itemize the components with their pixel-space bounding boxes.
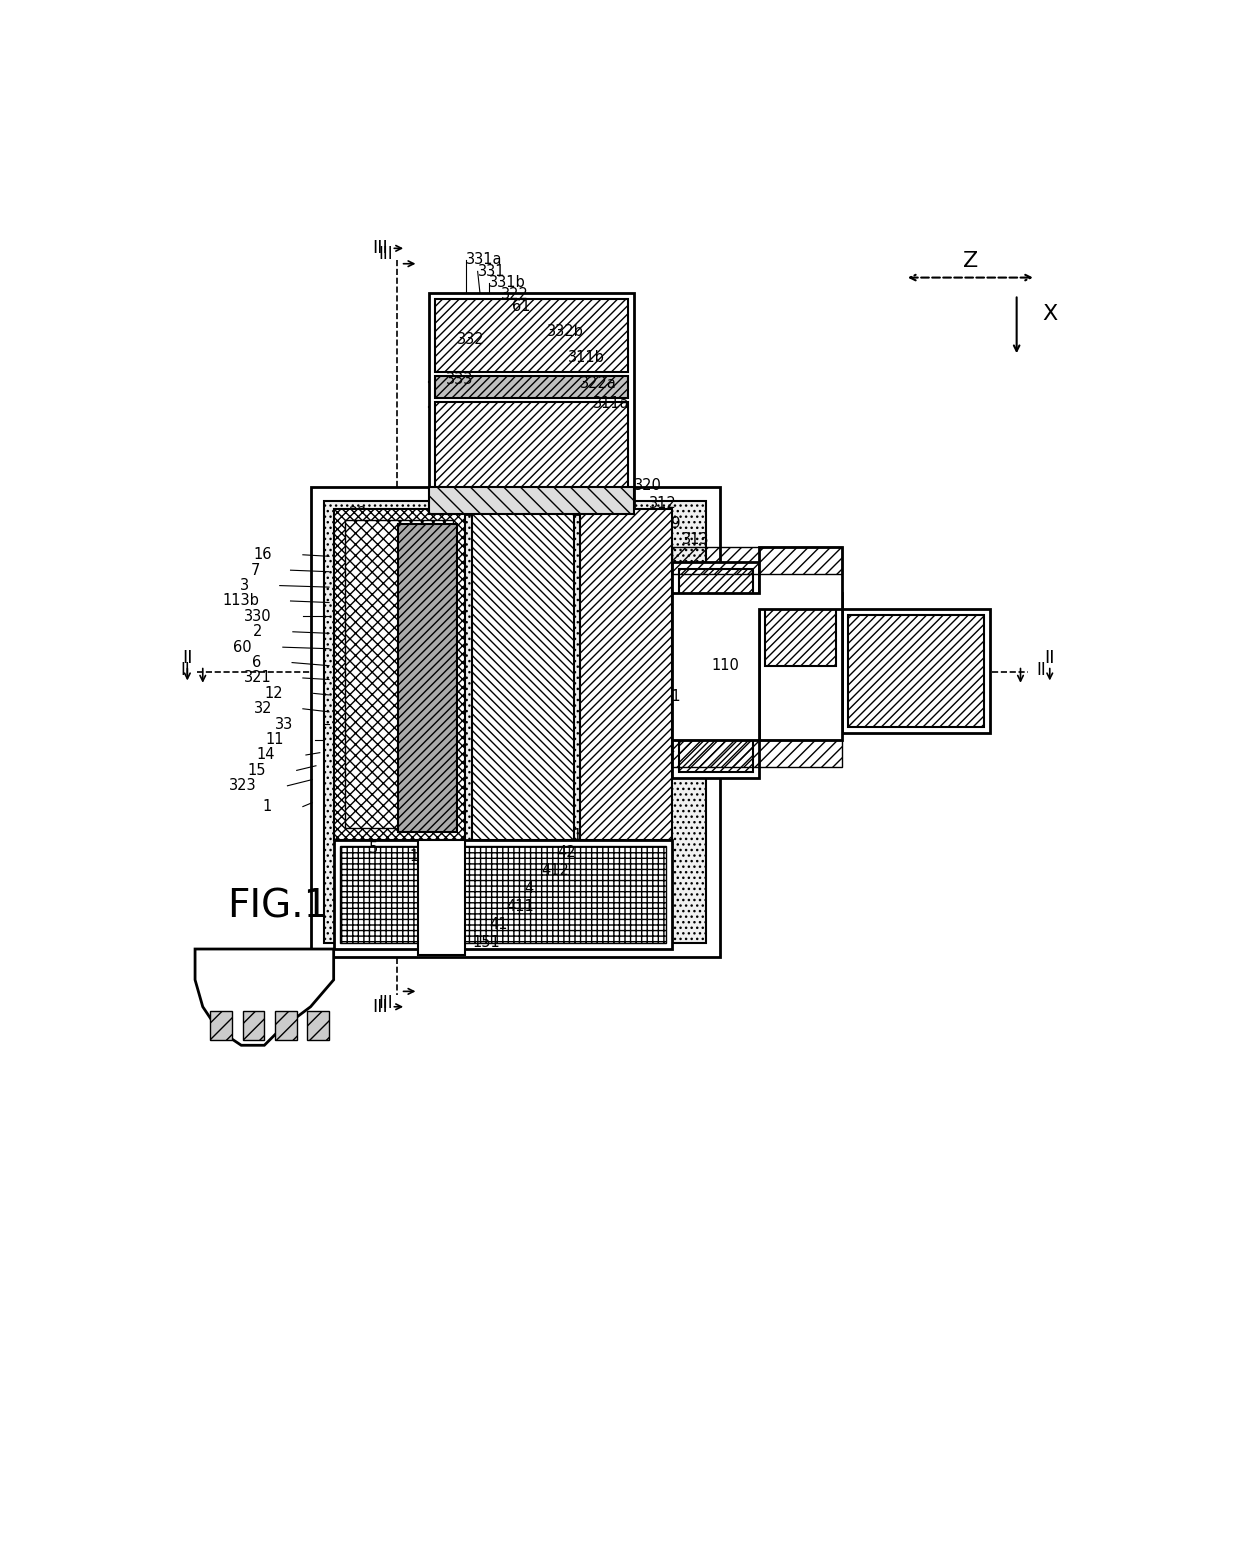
- Text: 333: 333: [446, 372, 474, 387]
- Text: 311a: 311a: [593, 397, 630, 411]
- Bar: [429, 293, 634, 513]
- Text: II: II: [345, 569, 355, 587]
- Text: 4: 4: [523, 881, 533, 896]
- Text: 331b: 331b: [490, 275, 526, 291]
- Bar: [848, 615, 983, 727]
- Text: 311: 311: [650, 739, 677, 755]
- Bar: [340, 846, 666, 943]
- Text: III: III: [378, 246, 393, 263]
- Text: 22: 22: [348, 506, 368, 521]
- Text: ←: ←: [342, 574, 355, 588]
- Bar: [308, 1010, 329, 1039]
- Text: II: II: [1035, 661, 1045, 680]
- Text: 21: 21: [662, 689, 681, 703]
- Text: 41: 41: [490, 916, 507, 932]
- Bar: [672, 562, 759, 778]
- Text: 13: 13: [573, 828, 590, 842]
- Text: 311b: 311b: [568, 350, 605, 366]
- Text: 312: 312: [650, 496, 677, 512]
- Bar: [765, 599, 836, 666]
- Text: 5: 5: [370, 842, 378, 856]
- Text: III: III: [372, 997, 388, 1016]
- Text: 3: 3: [239, 579, 249, 593]
- Bar: [435, 377, 627, 398]
- Text: 331a: 331a: [466, 252, 502, 268]
- Bar: [435, 377, 627, 398]
- Bar: [334, 509, 465, 840]
- Bar: [472, 509, 574, 840]
- Polygon shape: [672, 548, 842, 739]
- Bar: [759, 593, 842, 739]
- Text: 42: 42: [557, 845, 575, 860]
- Text: 30: 30: [619, 773, 637, 789]
- Text: FIG.1: FIG.1: [227, 887, 329, 926]
- Text: II: II: [181, 661, 191, 680]
- Text: II: II: [1044, 649, 1055, 668]
- Bar: [435, 401, 627, 509]
- Text: 110: 110: [711, 658, 739, 674]
- Text: III: III: [378, 994, 393, 1011]
- Text: 113b: 113b: [223, 593, 259, 608]
- Text: 321: 321: [244, 671, 272, 686]
- Text: 13a: 13a: [588, 809, 615, 825]
- Bar: [672, 548, 842, 574]
- Text: 60: 60: [233, 640, 252, 655]
- Text: 151: 151: [472, 935, 500, 951]
- Text: 15: 15: [248, 762, 265, 778]
- Text: 330: 330: [244, 608, 272, 624]
- Bar: [310, 487, 720, 957]
- Text: 16: 16: [253, 548, 272, 562]
- Bar: [429, 487, 634, 513]
- Text: 19: 19: [662, 517, 681, 532]
- Text: 412: 412: [542, 864, 569, 878]
- Bar: [398, 524, 456, 832]
- Bar: [580, 509, 672, 840]
- Text: 11: 11: [265, 731, 284, 747]
- Text: 5: 5: [603, 792, 613, 806]
- Text: 411: 411: [506, 899, 534, 915]
- Bar: [243, 1010, 264, 1039]
- Text: 323: 323: [229, 778, 257, 794]
- Text: 332b: 332b: [547, 324, 584, 339]
- Text: II: II: [182, 649, 192, 668]
- Bar: [275, 1010, 296, 1039]
- Text: 332: 332: [456, 331, 485, 347]
- Text: 33: 33: [275, 717, 294, 731]
- Bar: [211, 1010, 232, 1039]
- Text: 320: 320: [634, 478, 662, 493]
- Text: 313: 313: [682, 532, 709, 546]
- Text: 322: 322: [501, 286, 528, 302]
- Bar: [435, 299, 627, 372]
- Text: 322a: 322a: [580, 375, 618, 391]
- Text: X: X: [1042, 303, 1058, 324]
- Text: 114: 114: [383, 565, 410, 579]
- Text: 31: 31: [634, 758, 652, 773]
- Bar: [672, 739, 842, 767]
- Polygon shape: [195, 949, 334, 1046]
- Text: 2: 2: [253, 624, 262, 640]
- Text: 7: 7: [250, 563, 259, 577]
- Bar: [334, 840, 672, 949]
- Text: 6: 6: [252, 655, 262, 671]
- Bar: [678, 568, 753, 772]
- Text: 1: 1: [263, 800, 272, 814]
- Text: 1114: 1114: [409, 850, 446, 864]
- Text: III: III: [372, 240, 388, 257]
- Bar: [418, 840, 465, 955]
- Text: 331: 331: [477, 265, 505, 279]
- Text: 113: 113: [634, 717, 662, 731]
- Text: 14: 14: [257, 747, 275, 762]
- Text: 32: 32: [253, 702, 272, 716]
- Text: 61: 61: [512, 299, 531, 314]
- Bar: [345, 520, 453, 828]
- Text: Z: Z: [962, 251, 978, 271]
- Text: 12: 12: [264, 686, 283, 700]
- Bar: [325, 501, 707, 943]
- Bar: [842, 608, 990, 733]
